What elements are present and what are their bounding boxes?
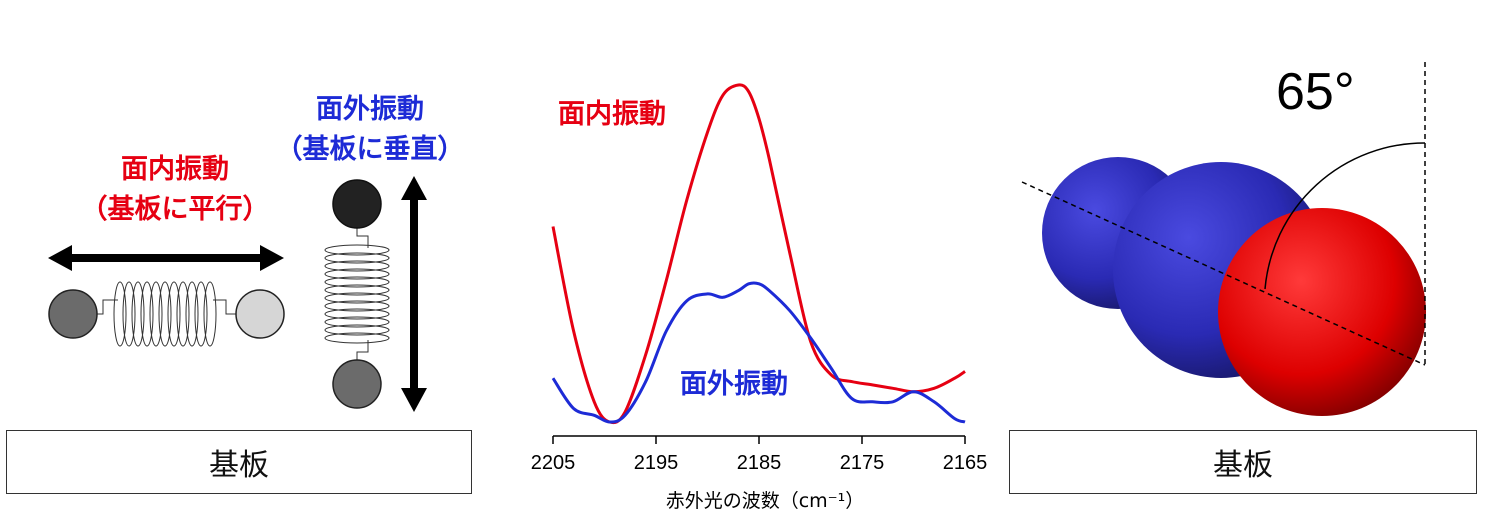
atom-bottom [332, 359, 382, 409]
substrate-left-label: 基板 [209, 448, 269, 483]
oxygen-atom [1218, 208, 1426, 416]
x-tick-label-4: 2165 [942, 452, 988, 474]
molecule-n2o [1042, 157, 1426, 416]
out-of-plane-title: 面外振動 [316, 94, 424, 125]
substrate-right: 基板 [1009, 430, 1477, 494]
series-out-of-plane [551, 281, 966, 424]
x-tick-label-2: 2185 [736, 452, 782, 474]
out-of-plane-note: （基板に垂直） [275, 134, 465, 165]
x-tick-label-3: 2175 [839, 452, 885, 474]
atom-left [48, 289, 98, 339]
legend-in-plane: 面内振動 [558, 99, 666, 130]
in-plane-title: 面内振動 [121, 154, 229, 185]
legend-out-of-plane: 面外振動 [680, 369, 788, 400]
x-tick-label-1: 2195 [633, 452, 679, 474]
x-axis-label: 赤外光の波数（cm⁻¹） [665, 490, 865, 512]
x-tick-label-0: 2205 [530, 452, 576, 474]
molecular-axis [1021, 181, 1426, 366]
atom-top [332, 179, 382, 229]
in-plane-note: （基板に平行） [80, 194, 270, 225]
in-plane-arrow [48, 245, 284, 271]
atom-right [235, 289, 285, 339]
substrate-left: 基板 [6, 430, 472, 494]
horizontal-spring [96, 281, 236, 347]
angle-arc [1264, 142, 1426, 290]
vertical-spring [324, 228, 390, 360]
substrate-right-label: 基板 [1213, 448, 1273, 483]
angle-label: 65° [1276, 63, 1355, 121]
spectrum-chart [551, 83, 966, 444]
x-ticks [552, 436, 966, 444]
out-of-plane-arrow [401, 176, 427, 412]
